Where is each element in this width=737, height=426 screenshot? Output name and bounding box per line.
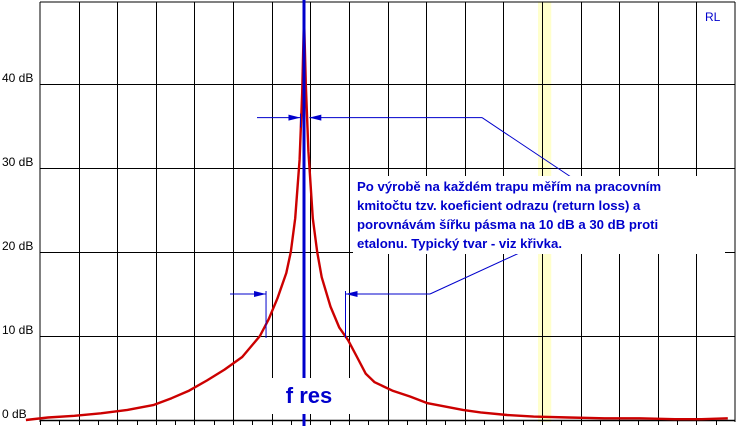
bw10-leader-line [429,248,529,295]
return-loss-curve-layer [25,15,728,422]
fres-label: f res [266,378,352,414]
y-tick-label: 30 dB [2,155,33,169]
note-line: porovnávám šířku pásma na 10 dB a 30 dB … [357,217,659,232]
annotation-note: Po výrobě na každém trapu měřím na praco… [353,176,725,254]
y-tick-label: 40 dB [2,71,33,85]
y-tick-label: 20 dB [2,239,33,253]
y-tick-label: 10 dB [2,323,33,337]
return-loss-curve [25,15,728,422]
note-line: etalonu. Typický tvar - viz křivka. [357,236,562,251]
bandwidth-annotations [230,113,575,338]
bw10-left-arrow-head [254,291,267,297]
y-axis-tick-labels: 0 dB 10 dB 20 dB 30 dB 40 dB [2,71,33,421]
note-line: kmitočtu tzv. koeficient odrazu (return … [357,198,641,213]
note-line: Po výrobě na každém trapu měřím na praco… [357,179,662,194]
bw30-leader-line [481,117,575,180]
y-tick-label: 0 dB [2,407,27,421]
rl-corner-label: RL [705,10,721,24]
bw30-right-arrow-head [309,114,322,121]
bw10-right-arrow-head [345,291,358,297]
bw30-left-arrow-head [288,114,301,121]
